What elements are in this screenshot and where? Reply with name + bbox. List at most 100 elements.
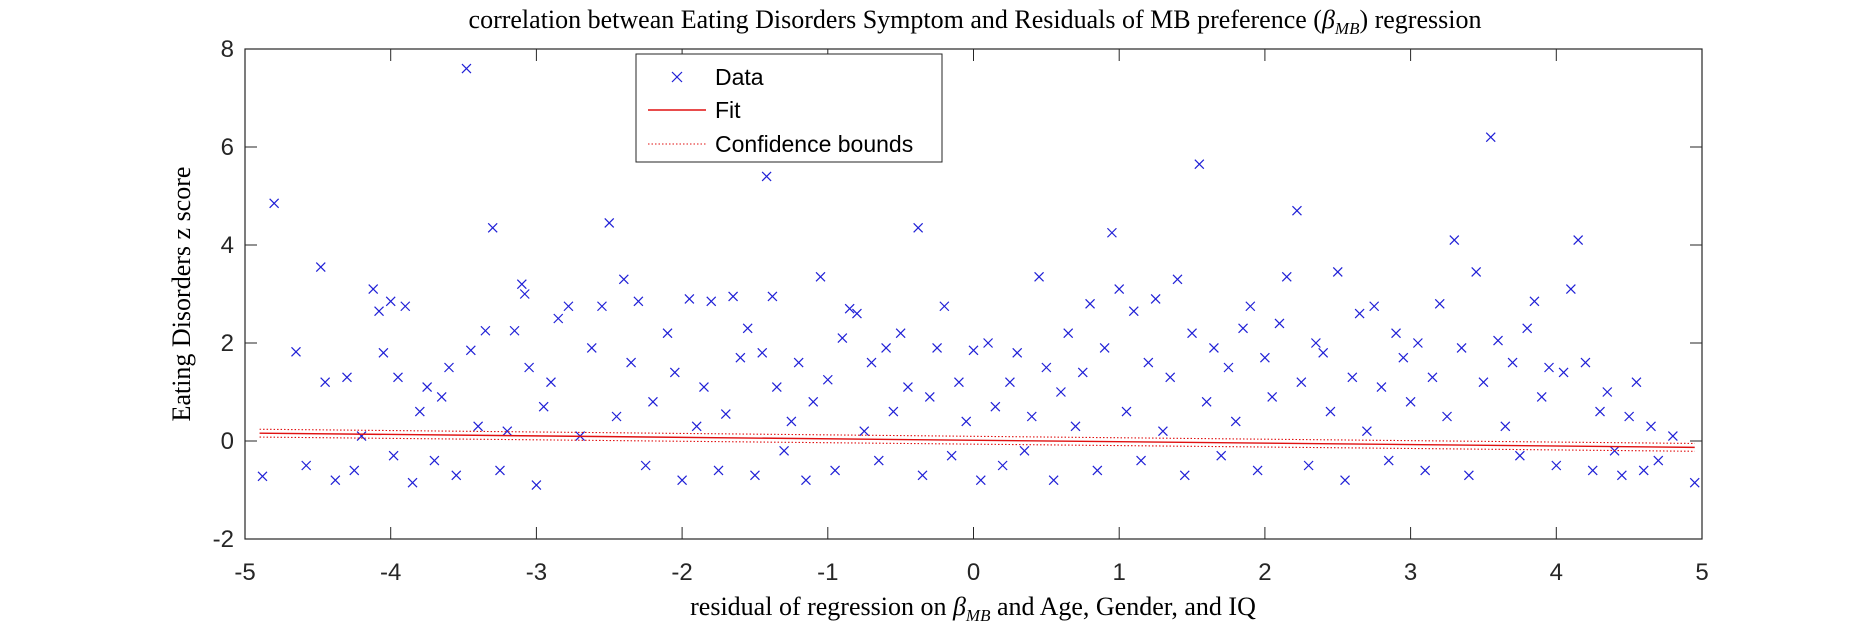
data-point bbox=[669, 367, 680, 378]
data-point bbox=[1391, 328, 1401, 339]
data-point bbox=[742, 323, 753, 334]
data-point bbox=[1136, 455, 1146, 466]
data-point bbox=[837, 333, 848, 344]
data-point bbox=[1551, 460, 1562, 471]
data-point bbox=[524, 362, 535, 373]
data-point bbox=[761, 171, 772, 182]
data-point bbox=[301, 460, 312, 471]
data-point bbox=[1292, 205, 1302, 216]
data-point bbox=[1026, 411, 1037, 422]
x-tick-label: -3 bbox=[526, 559, 547, 586]
data-point bbox=[1361, 426, 1372, 437]
data-point bbox=[1157, 426, 1168, 437]
data-point bbox=[1187, 328, 1197, 339]
fit-lines bbox=[259, 428, 1695, 452]
data-point bbox=[1667, 431, 1678, 442]
data-point bbox=[1536, 391, 1547, 402]
data-point bbox=[1485, 132, 1496, 143]
data-point bbox=[1106, 227, 1117, 238]
data-point bbox=[793, 357, 804, 368]
data-point bbox=[873, 455, 884, 466]
data-point bbox=[604, 218, 615, 228]
data-point bbox=[767, 291, 778, 302]
x-axis: -5 -4 -3 -2 -1 0 1 2 3 4 5 bbox=[234, 49, 1709, 586]
data-point bbox=[586, 342, 597, 353]
data-point bbox=[385, 296, 396, 307]
legend-item-fit: Fit bbox=[648, 97, 741, 123]
data-point bbox=[1165, 372, 1176, 383]
data-point bbox=[735, 352, 746, 363]
data-point bbox=[975, 475, 986, 486]
data-point bbox=[1602, 387, 1613, 397]
data-point bbox=[1398, 352, 1409, 363]
data-point bbox=[422, 382, 433, 393]
x-axis-label-subscript: MB bbox=[965, 606, 991, 625]
data-point bbox=[1332, 267, 1343, 277]
data-point bbox=[990, 401, 1001, 412]
data-point bbox=[465, 345, 476, 356]
data-point bbox=[1114, 284, 1125, 295]
chart-title-symbol: β bbox=[1321, 5, 1335, 34]
data-point bbox=[815, 271, 826, 282]
y-tick-label: 6 bbox=[221, 134, 234, 161]
data-point bbox=[1055, 387, 1066, 397]
data-point bbox=[662, 328, 673, 339]
data-point bbox=[1449, 235, 1460, 246]
legend-label: Fit bbox=[715, 97, 741, 123]
data-point bbox=[461, 63, 472, 74]
data-point bbox=[538, 401, 549, 412]
y-tick-label: 0 bbox=[221, 428, 234, 455]
data-point bbox=[1216, 450, 1227, 461]
data-point bbox=[388, 450, 399, 461]
data-point bbox=[414, 406, 425, 417]
x-tick-label: 0 bbox=[967, 559, 980, 586]
data-point bbox=[844, 303, 855, 314]
chart-title-subscript: MB bbox=[1334, 19, 1360, 38]
data-point bbox=[903, 382, 913, 393]
data-point bbox=[1274, 318, 1285, 329]
data-point bbox=[1267, 391, 1278, 402]
data-point bbox=[771, 382, 782, 393]
data-point bbox=[1624, 411, 1635, 422]
data-point bbox=[1478, 377, 1489, 388]
legend-item-data: Data bbox=[671, 64, 764, 90]
data-point bbox=[597, 301, 607, 312]
x-axis-label-symbol: β bbox=[952, 592, 966, 621]
data-point bbox=[407, 477, 418, 488]
data-point bbox=[1296, 377, 1307, 388]
data-point bbox=[1595, 406, 1605, 417]
data-point bbox=[1347, 372, 1358, 383]
data-point bbox=[1070, 421, 1081, 432]
data-point bbox=[563, 301, 574, 312]
data-point bbox=[1544, 362, 1554, 373]
data-point bbox=[1092, 465, 1103, 476]
y-tick-label: 8 bbox=[221, 36, 234, 63]
data-point bbox=[997, 460, 1008, 471]
data-point bbox=[1456, 342, 1467, 353]
data-point bbox=[1303, 460, 1314, 471]
plot-area bbox=[244, 48, 1703, 540]
data-point bbox=[1587, 465, 1598, 476]
data-point bbox=[487, 222, 498, 233]
data-point bbox=[502, 426, 513, 437]
data-point bbox=[1376, 382, 1387, 393]
legend-marker-data bbox=[671, 71, 683, 83]
data-point bbox=[699, 382, 709, 393]
data-point bbox=[1405, 396, 1416, 407]
data-point bbox=[1340, 475, 1350, 486]
data-point bbox=[1507, 357, 1518, 368]
data-point bbox=[291, 346, 301, 357]
data-point bbox=[779, 445, 790, 456]
data-point bbox=[378, 347, 389, 358]
data-point bbox=[1201, 396, 1212, 407]
data-point bbox=[400, 301, 411, 312]
data-point bbox=[1653, 455, 1664, 466]
fit-line bbox=[259, 432, 1695, 449]
data-point bbox=[330, 475, 341, 486]
data-point bbox=[932, 342, 942, 353]
legend: Data Fit Confidence bounds bbox=[635, 53, 943, 163]
x-tick-label: 5 bbox=[1695, 559, 1708, 586]
data-point bbox=[356, 431, 367, 442]
data-point bbox=[1500, 421, 1511, 432]
data-point bbox=[257, 471, 268, 482]
